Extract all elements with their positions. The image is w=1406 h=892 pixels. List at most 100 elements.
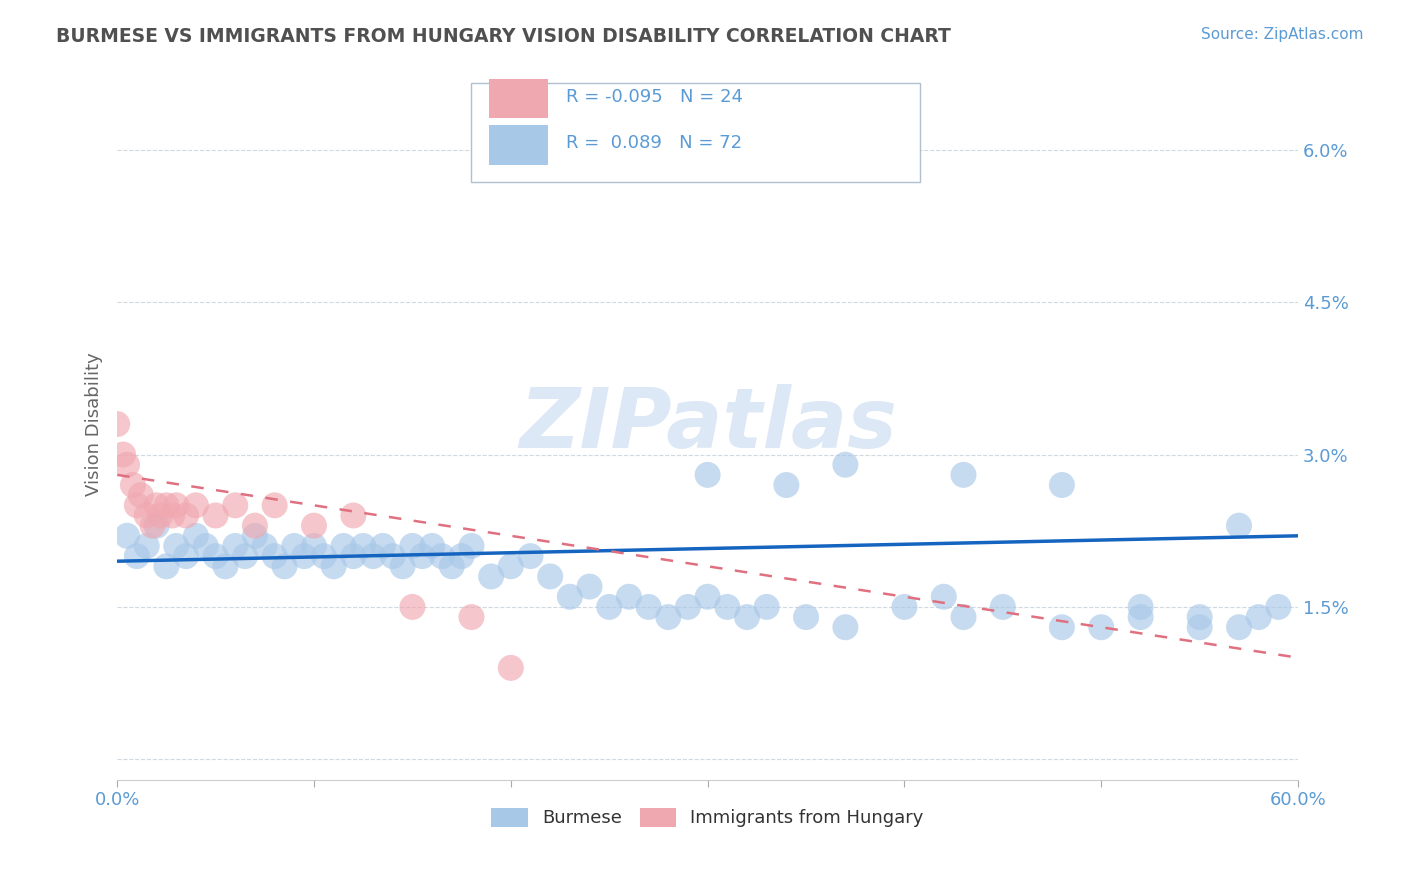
Point [411, 549, 433, 563]
Point [263, 499, 285, 513]
Legend: Burmese, Immigrants from Hungary: Burmese, Immigrants from Hungary [484, 801, 931, 835]
Point [991, 599, 1014, 614]
Point [1129, 610, 1152, 624]
Point [1050, 478, 1073, 492]
Y-axis label: Vision Disability: Vision Disability [86, 352, 103, 496]
Point [122, 478, 145, 492]
Point [499, 661, 522, 675]
Point [184, 499, 207, 513]
Point [401, 599, 423, 614]
Point [696, 590, 718, 604]
Point [194, 539, 217, 553]
Point [214, 559, 236, 574]
Point [893, 599, 915, 614]
Point [174, 508, 197, 523]
Point [224, 539, 246, 553]
Point [834, 620, 856, 634]
Point [450, 549, 472, 563]
Point [174, 549, 197, 563]
Point [283, 539, 305, 553]
Point [135, 539, 157, 553]
Point [391, 559, 413, 574]
Point [253, 539, 276, 553]
Point [273, 559, 295, 574]
Point [716, 599, 738, 614]
Point [243, 529, 266, 543]
Point [1247, 610, 1270, 624]
Point [401, 539, 423, 553]
Point [371, 539, 394, 553]
Text: R = -0.095   N = 24: R = -0.095 N = 24 [567, 88, 742, 106]
Point [1129, 599, 1152, 614]
Point [149, 508, 172, 523]
Point [129, 488, 152, 502]
Point [112, 448, 135, 462]
FancyBboxPatch shape [489, 79, 548, 119]
Point [696, 467, 718, 482]
Point [352, 539, 374, 553]
Point [430, 549, 453, 563]
Point [755, 599, 778, 614]
Point [598, 599, 620, 614]
Point [952, 467, 974, 482]
Point [142, 518, 165, 533]
Point [578, 580, 600, 594]
Text: BURMESE VS IMMIGRANTS FROM HUNGARY VISION DISABILITY CORRELATION CHART: BURMESE VS IMMIGRANTS FROM HUNGARY VISIO… [56, 27, 950, 45]
Point [834, 458, 856, 472]
Point [735, 610, 758, 624]
Point [342, 508, 364, 523]
Point [1188, 620, 1211, 634]
Point [165, 539, 187, 553]
Point [155, 559, 177, 574]
Point [558, 590, 581, 604]
Point [1090, 620, 1112, 634]
Point [204, 549, 226, 563]
Point [794, 610, 817, 624]
Point [460, 539, 482, 553]
Point [1050, 620, 1073, 634]
Point [657, 610, 679, 624]
Point [312, 549, 335, 563]
Text: ZIPatlas: ZIPatlas [519, 384, 897, 465]
Point [263, 549, 285, 563]
Point [932, 590, 955, 604]
Point [1188, 610, 1211, 624]
Point [125, 499, 148, 513]
Point [162, 508, 184, 523]
FancyBboxPatch shape [489, 126, 548, 164]
Point [637, 599, 659, 614]
Point [676, 599, 699, 614]
Point [105, 417, 128, 431]
Point [204, 508, 226, 523]
Point [775, 478, 797, 492]
Point [145, 499, 167, 513]
Point [115, 458, 138, 472]
Point [1227, 518, 1250, 533]
Point [145, 518, 167, 533]
Point [538, 569, 561, 583]
Point [302, 518, 325, 533]
Point [381, 549, 404, 563]
Point [361, 549, 384, 563]
Point [499, 559, 522, 574]
Point [135, 508, 157, 523]
Text: R =  0.089   N = 72: R = 0.089 N = 72 [567, 134, 742, 153]
Point [233, 549, 256, 563]
Point [165, 499, 187, 513]
Point [243, 518, 266, 533]
Point [460, 610, 482, 624]
Point [342, 549, 364, 563]
Point [479, 569, 502, 583]
Point [155, 499, 177, 513]
Point [440, 559, 463, 574]
Point [125, 549, 148, 563]
Point [1227, 620, 1250, 634]
Point [952, 610, 974, 624]
Point [519, 549, 541, 563]
Point [420, 539, 443, 553]
Point [617, 590, 640, 604]
Point [332, 539, 354, 553]
Point [322, 559, 344, 574]
Point [224, 499, 246, 513]
Point [302, 539, 325, 553]
